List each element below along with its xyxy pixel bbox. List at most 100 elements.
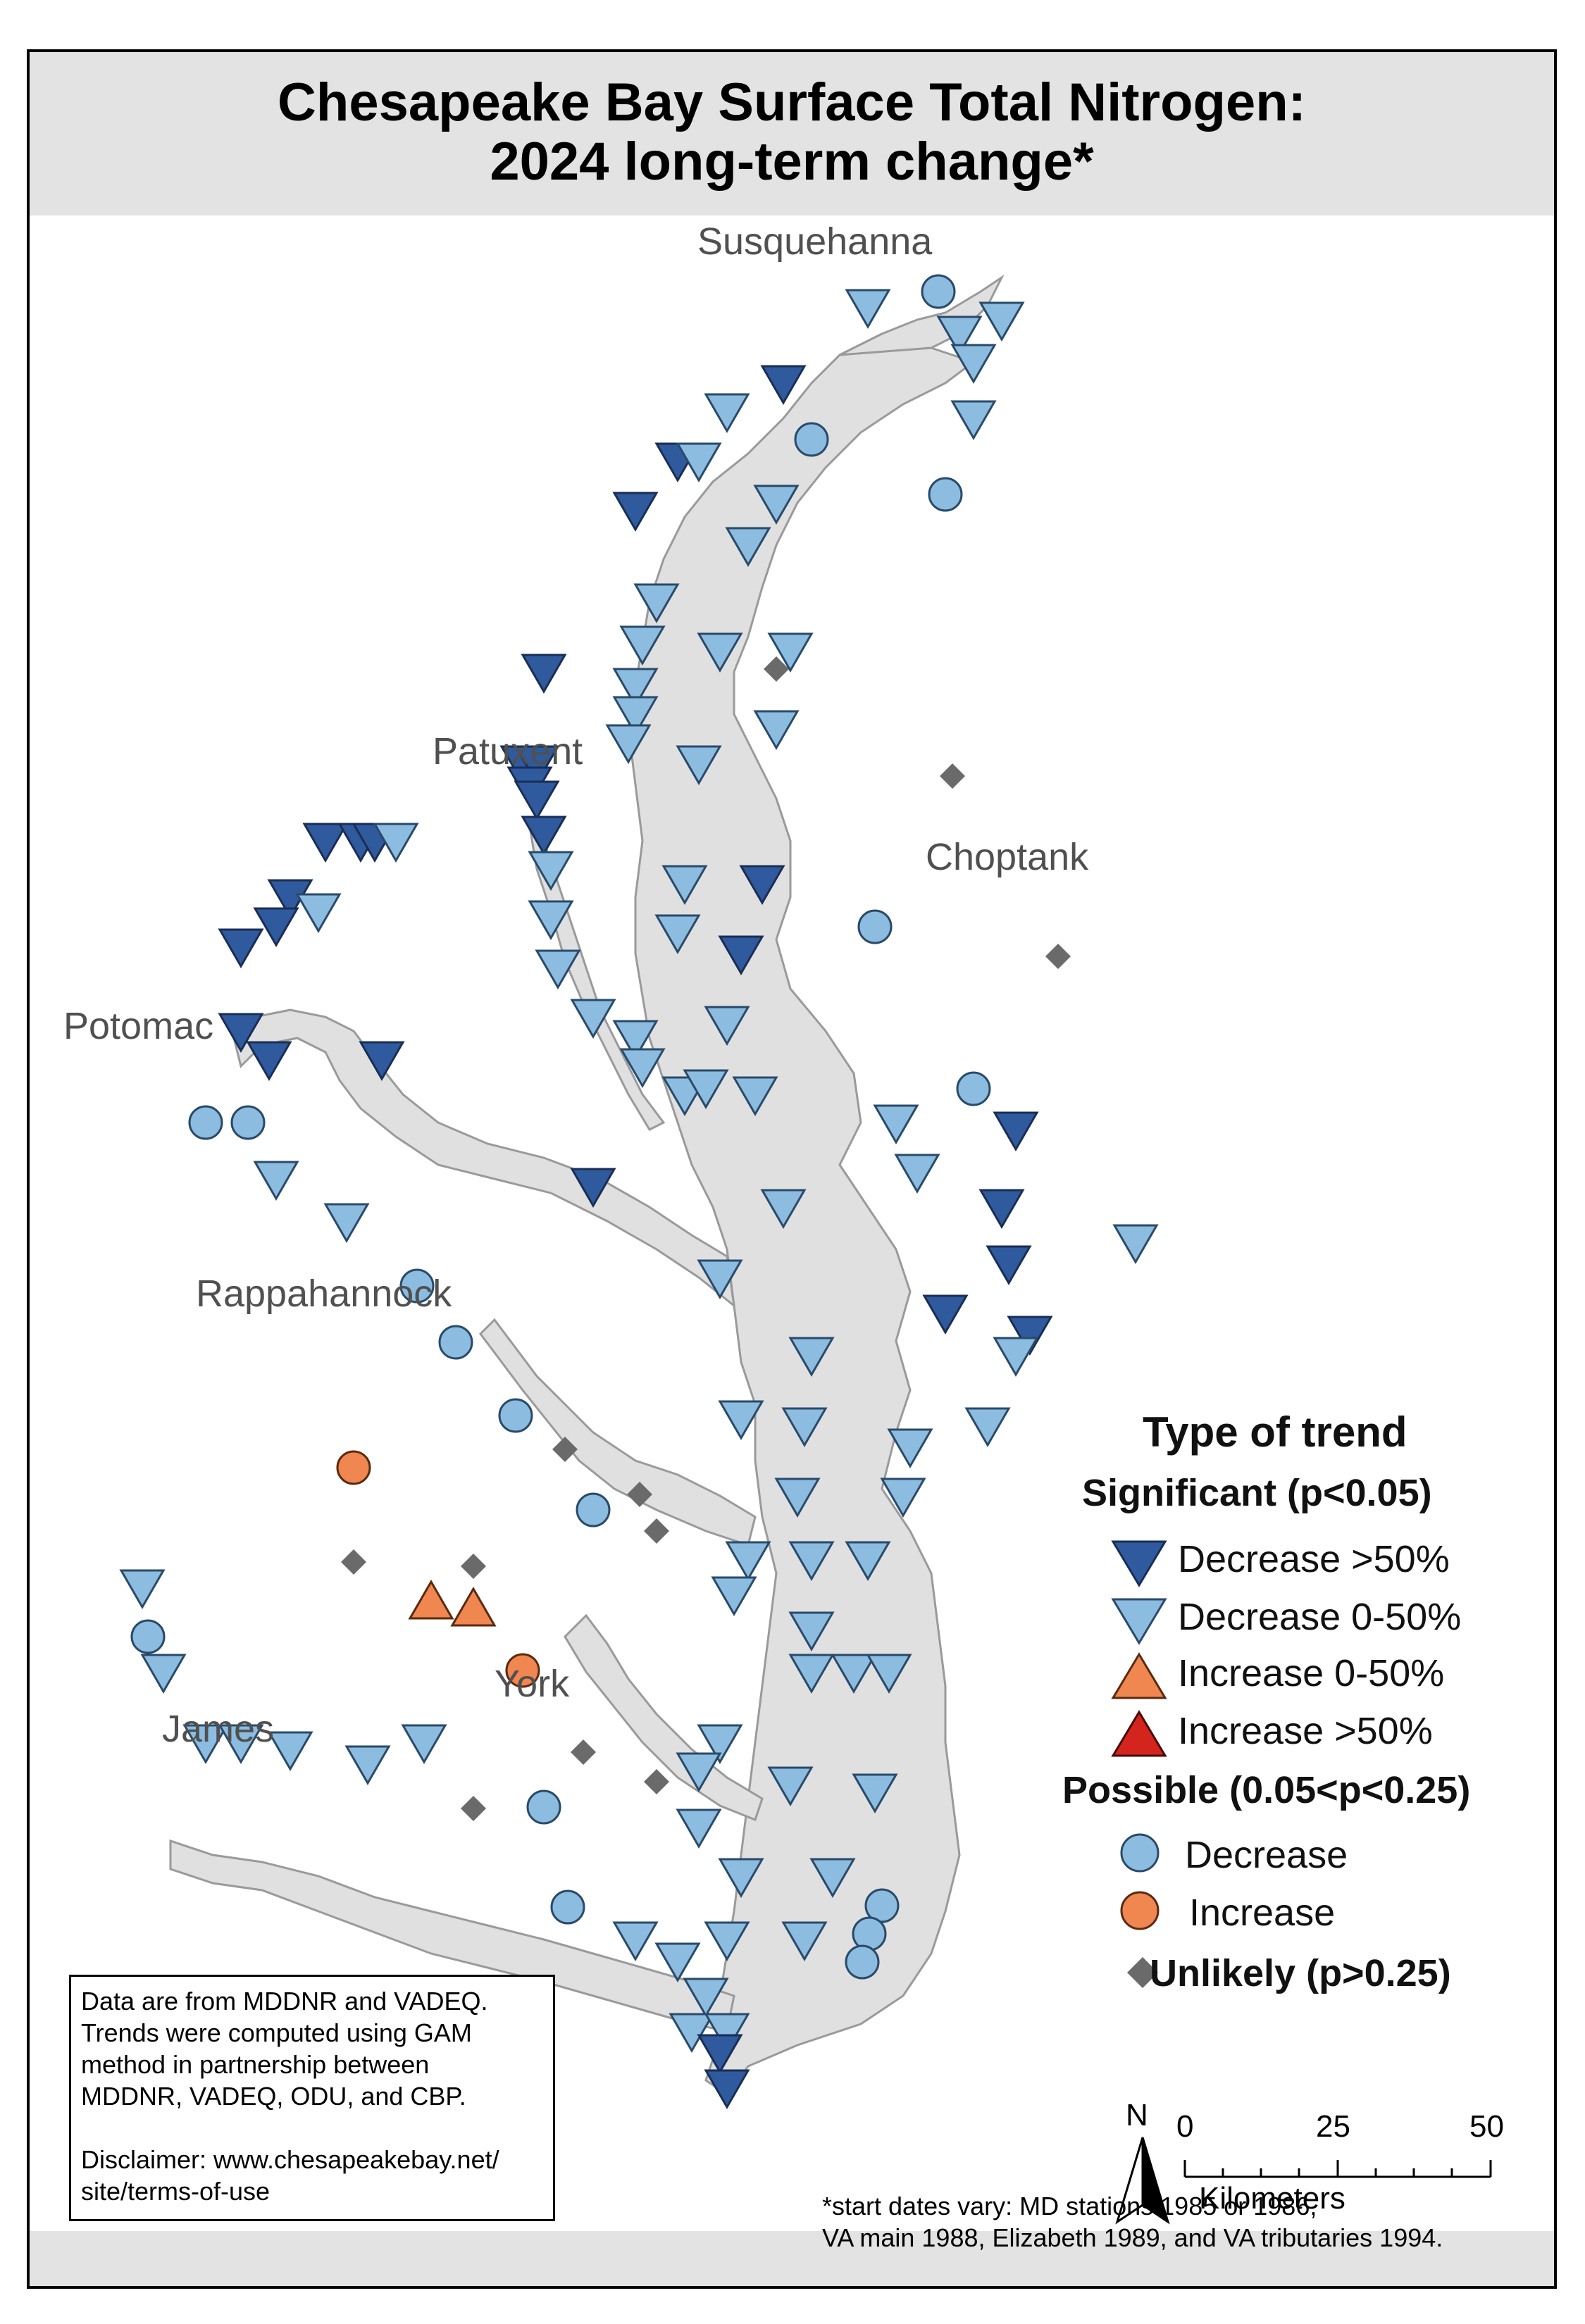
station-decrease-0-50 xyxy=(873,1104,919,1145)
station-decrease-0-50 xyxy=(633,583,680,624)
station-decrease-0-50 xyxy=(894,1154,940,1194)
station-decrease-0-50 xyxy=(788,1654,835,1694)
station-increase-0-50 xyxy=(408,1579,454,1620)
bay-map xyxy=(119,274,1159,2110)
station-decrease-0-50 xyxy=(704,2013,750,2054)
station-decrease-gt50 xyxy=(302,823,349,863)
legend-possible-increase: Increase xyxy=(1189,1892,1336,1934)
station-decrease-0-50 xyxy=(725,527,771,568)
station-decrease-0-50 xyxy=(676,1808,722,1849)
station-decrease-0-50 xyxy=(753,710,800,751)
station-possible-decrease xyxy=(921,274,956,309)
station-decrease-gt50 xyxy=(697,2034,743,2075)
info-line-3: method in partnership between xyxy=(81,2050,430,2079)
station-decrease-0-50 xyxy=(535,949,581,990)
station-decrease-0-50 xyxy=(676,745,722,786)
legend-unlikely: Unlikely (p>0.25) xyxy=(1150,1952,1451,1994)
label-potomac: Potomac xyxy=(63,1005,214,1047)
legend-poss-dec-symbol xyxy=(1120,1833,1160,1873)
station-decrease-0-50 xyxy=(373,823,419,863)
footnote-line-1: *start dates vary: MD stations 1985 or 1… xyxy=(822,2192,1317,2220)
scale-bar: N 0 25 50 Kilometers xyxy=(1093,2098,1544,2232)
station-possible-decrease xyxy=(794,422,829,457)
disclaimer-line-1: Disclaimer: www.chesapeakebay.net/ xyxy=(81,2145,499,2174)
legend-possible: Possible (0.05<p<0.25) xyxy=(1062,1769,1471,1811)
station-decrease-gt50 xyxy=(570,1168,616,1208)
station-unlikely xyxy=(571,1739,596,1765)
station-decrease-0-50 xyxy=(119,1569,166,1610)
station-unlikely xyxy=(461,1554,486,1579)
legend: Type of trend Significant (p<0.05) Decre… xyxy=(1062,1408,1554,2126)
footnote: *start dates vary: MD stations 1985 or 1… xyxy=(822,2190,1554,2254)
station-decrease-0-50 xyxy=(852,1773,898,1814)
station-decrease-0-50 xyxy=(964,1407,1011,1448)
info-line-4: MDDNR, VADEQ, ODU, and CBP. xyxy=(81,2082,466,2111)
legend-poss-inc-symbol xyxy=(1120,1891,1160,1930)
station-decrease-0-50 xyxy=(788,1541,835,1582)
station-decrease-gt50 xyxy=(760,365,807,406)
station-decrease-0-50 xyxy=(218,1724,264,1765)
disclaimer-line-2: site/terms-of-use xyxy=(81,2177,271,2206)
station-decrease-0-50 xyxy=(619,1048,666,1089)
station-decrease-gt50 xyxy=(718,935,764,976)
data-source-box: Data are from MDDNR and VADEQ. Trends we… xyxy=(69,1975,555,2221)
station-decrease-gt50 xyxy=(521,654,567,694)
station-possible-decrease xyxy=(852,1916,887,1951)
legend-dec-0-50-symbol xyxy=(1111,1598,1167,1645)
label-susquehanna: Susquehanna xyxy=(697,220,933,263)
station-decrease-gt50 xyxy=(521,816,567,856)
station-unlikely xyxy=(644,1518,669,1544)
station-decrease-0-50 xyxy=(887,1428,933,1469)
map-title-line-2: 2024 long-term change* xyxy=(490,132,1094,192)
station-decrease-0-50 xyxy=(401,1724,447,1765)
station-decrease-0-50 xyxy=(711,1576,757,1617)
station-decrease-0-50 xyxy=(697,632,743,673)
title-bar: Chesapeake Bay Surface Total Nitrogen: 2… xyxy=(30,52,1554,215)
label-rappahannock: Rappahannock xyxy=(196,1273,452,1315)
station-decrease-0-50 xyxy=(950,344,997,385)
label-james: James xyxy=(162,1708,275,1750)
upper-bay xyxy=(839,274,1005,356)
station-decrease-0-50 xyxy=(767,632,814,673)
station-decrease-0-50 xyxy=(880,1478,926,1518)
station-unlikely xyxy=(940,763,965,789)
station-decrease-0-50 xyxy=(936,316,983,356)
station-unlikely xyxy=(461,1796,486,1821)
station-decrease-0-50 xyxy=(697,1724,743,1765)
legend-increase-0-50: Increase 0-50% xyxy=(1178,1652,1445,1694)
station-decrease-0-50 xyxy=(612,696,659,737)
station-decrease-0-50 xyxy=(570,999,616,1039)
james-river xyxy=(169,1839,735,2032)
station-possible-decrease xyxy=(576,1492,611,1528)
legend-heading: Type of trend xyxy=(1143,1408,1407,1456)
station-decrease-0-50 xyxy=(718,1400,764,1441)
york-river xyxy=(564,1613,764,1821)
legend-decrease-gt50: Decrease >50% xyxy=(1178,1538,1450,1580)
station-decrease-0-50 xyxy=(612,668,659,708)
station-markers xyxy=(119,274,1159,2110)
legend-decrease-0-50: Decrease 0-50% xyxy=(1178,1596,1462,1638)
station-decrease-0-50 xyxy=(528,851,574,892)
station-decrease-0-50 xyxy=(809,1858,856,1899)
station-unlikely xyxy=(552,1437,578,1462)
station-decrease-0-50 xyxy=(950,400,997,441)
station-decrease-0-50 xyxy=(725,1541,771,1582)
legend-inc-0-50-symbol xyxy=(1111,1652,1167,1699)
station-decrease-gt50 xyxy=(612,492,659,532)
station-unlikely xyxy=(627,1482,652,1507)
main-bay xyxy=(627,332,976,2097)
station-decrease-gt50 xyxy=(922,1294,969,1335)
station-decrease-gt50 xyxy=(514,780,560,821)
legend-inc-gt50-symbol xyxy=(1111,1710,1167,1757)
station-possible-decrease xyxy=(864,1888,900,1923)
info-line-1: Data are from MDDNR and VADEQ. xyxy=(81,1987,488,2016)
station-decrease-gt50 xyxy=(986,1245,1032,1286)
station-decrease-0-50 xyxy=(676,442,722,483)
station-decrease-0-50 xyxy=(182,1724,229,1765)
station-decrease-0-50 xyxy=(845,1541,891,1582)
station-decrease-0-50 xyxy=(295,893,342,934)
station-decrease-gt50 xyxy=(359,1041,405,1082)
station-possible-decrease xyxy=(845,1944,880,1980)
station-decrease-0-50 xyxy=(1112,1224,1159,1265)
station-decrease-0-50 xyxy=(612,1921,659,1962)
